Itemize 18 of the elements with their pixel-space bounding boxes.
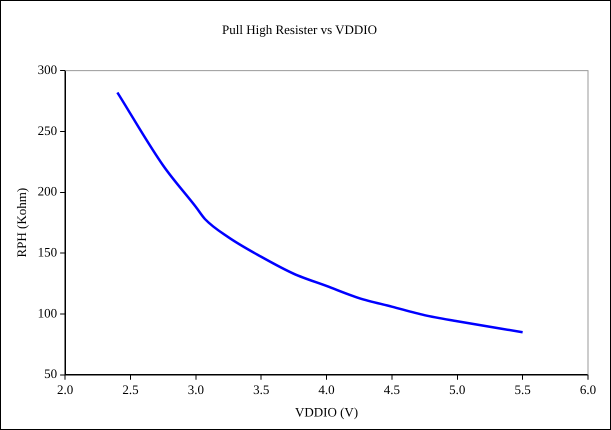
x-tick-label: 3.5 <box>253 382 270 398</box>
x-tick-label: 2.5 <box>122 382 139 398</box>
chart-title: Pull High Resister vs VDDIO <box>222 22 378 38</box>
y-axis-title: RPH (Kohm) <box>14 188 30 258</box>
x-tick-label: 4.0 <box>318 382 335 398</box>
x-tick-label: 5.0 <box>449 382 466 398</box>
x-tick-label: 3.0 <box>188 382 204 398</box>
line-series <box>116 91 524 334</box>
y-tick-label: 250 <box>38 122 58 138</box>
x-tick-label: 2.0 <box>56 382 74 398</box>
y-tick-label: 150 <box>38 244 58 260</box>
y-tick-label: 100 <box>38 305 58 320</box>
x-tick-label: 4.5 <box>384 382 400 398</box>
x-tick-label: 6.0 <box>580 382 596 398</box>
x-tick-label: 5.5 <box>514 382 531 398</box>
y-tick-label: 300 <box>38 62 58 78</box>
y-tick-label: 200 <box>38 184 58 199</box>
y-tick-label: 50 <box>44 366 58 382</box>
